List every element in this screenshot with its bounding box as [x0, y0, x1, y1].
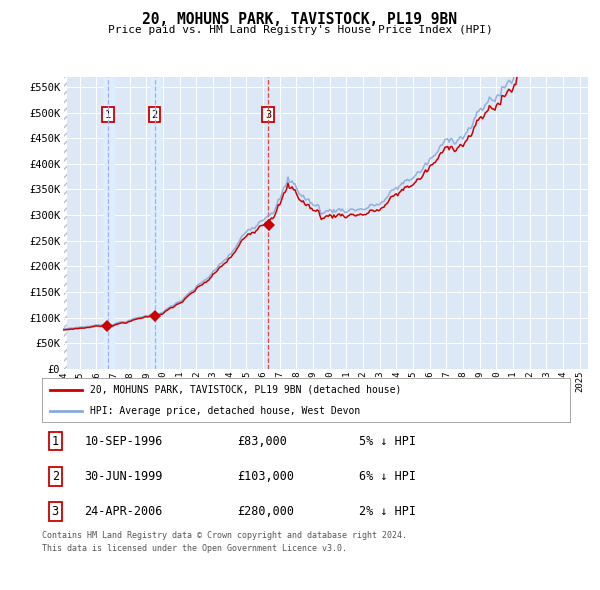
Bar — [63, 77, 67, 369]
Text: Price paid vs. HM Land Registry's House Price Index (HPI): Price paid vs. HM Land Registry's House … — [107, 25, 493, 35]
Bar — [151, 77, 160, 369]
Text: 24-APR-2006: 24-APR-2006 — [84, 505, 163, 519]
Text: 20, MOHUNS PARK, TAVISTOCK, PL19 9BN: 20, MOHUNS PARK, TAVISTOCK, PL19 9BN — [143, 12, 458, 27]
Text: 10-SEP-1996: 10-SEP-1996 — [84, 434, 163, 448]
Text: 6% ↓ HPI: 6% ↓ HPI — [359, 470, 416, 483]
Bar — [104, 77, 113, 369]
Text: 20, MOHUNS PARK, TAVISTOCK, PL19 9BN (detached house): 20, MOHUNS PARK, TAVISTOCK, PL19 9BN (de… — [89, 385, 401, 395]
Text: 30-JUN-1999: 30-JUN-1999 — [84, 470, 163, 483]
Text: HPI: Average price, detached house, West Devon: HPI: Average price, detached house, West… — [89, 406, 360, 416]
Text: 5% ↓ HPI: 5% ↓ HPI — [359, 434, 416, 448]
Text: 2: 2 — [52, 470, 59, 483]
Text: Contains HM Land Registry data © Crown copyright and database right 2024.: Contains HM Land Registry data © Crown c… — [42, 531, 407, 540]
Text: 1: 1 — [105, 110, 111, 120]
Text: £280,000: £280,000 — [238, 505, 295, 519]
Text: 2: 2 — [152, 110, 158, 120]
Text: 3: 3 — [52, 505, 59, 519]
Text: 3: 3 — [265, 110, 271, 120]
Text: This data is licensed under the Open Government Licence v3.0.: This data is licensed under the Open Gov… — [42, 544, 347, 553]
Text: 2% ↓ HPI: 2% ↓ HPI — [359, 505, 416, 519]
Text: £83,000: £83,000 — [238, 434, 287, 448]
Text: 1: 1 — [52, 434, 59, 448]
Text: £103,000: £103,000 — [238, 470, 295, 483]
